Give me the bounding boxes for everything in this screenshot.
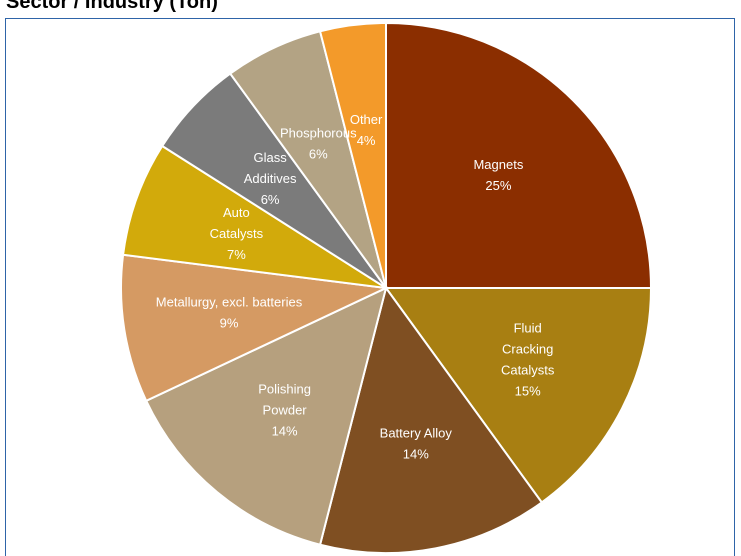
slice-label-3: Polishing Powder 14%	[258, 382, 311, 439]
pie-slice-magnets	[385, 21, 653, 289]
pie-slice-battery-alloy	[318, 285, 544, 554]
slice-label-1: Fluid Cracking Catalysts 15%	[501, 321, 555, 399]
chart-title: Sector / Industry (Ton)	[6, 0, 218, 13]
slice-label-0: Magnets 25%	[473, 157, 523, 193]
slice-label-2: Battery Alloy 14%	[380, 426, 453, 462]
slice-label-6: Glass Additives 6%	[244, 150, 297, 207]
pie-slice-fluid-cracking-catalysts	[384, 287, 653, 504]
slice-label-8: Other 4%	[350, 112, 383, 148]
slice-label-5: Auto Catalysts 7%	[210, 205, 264, 262]
pie-slice-metallurgy-excl-batteries	[120, 253, 390, 403]
slice-label-7: Phosphorous 6%	[280, 126, 357, 162]
pie-slice-other	[318, 21, 387, 289]
pie-slice-polishing-powder	[144, 286, 388, 546]
pie-slice-auto-catalysts	[121, 144, 387, 289]
slice-label-4: Metallurgy, excl. batteries 9%	[156, 294, 303, 330]
slice-labels: Magnets 25% Fluid Cracking Catalysts 15% Batte…	[156, 112, 555, 462]
